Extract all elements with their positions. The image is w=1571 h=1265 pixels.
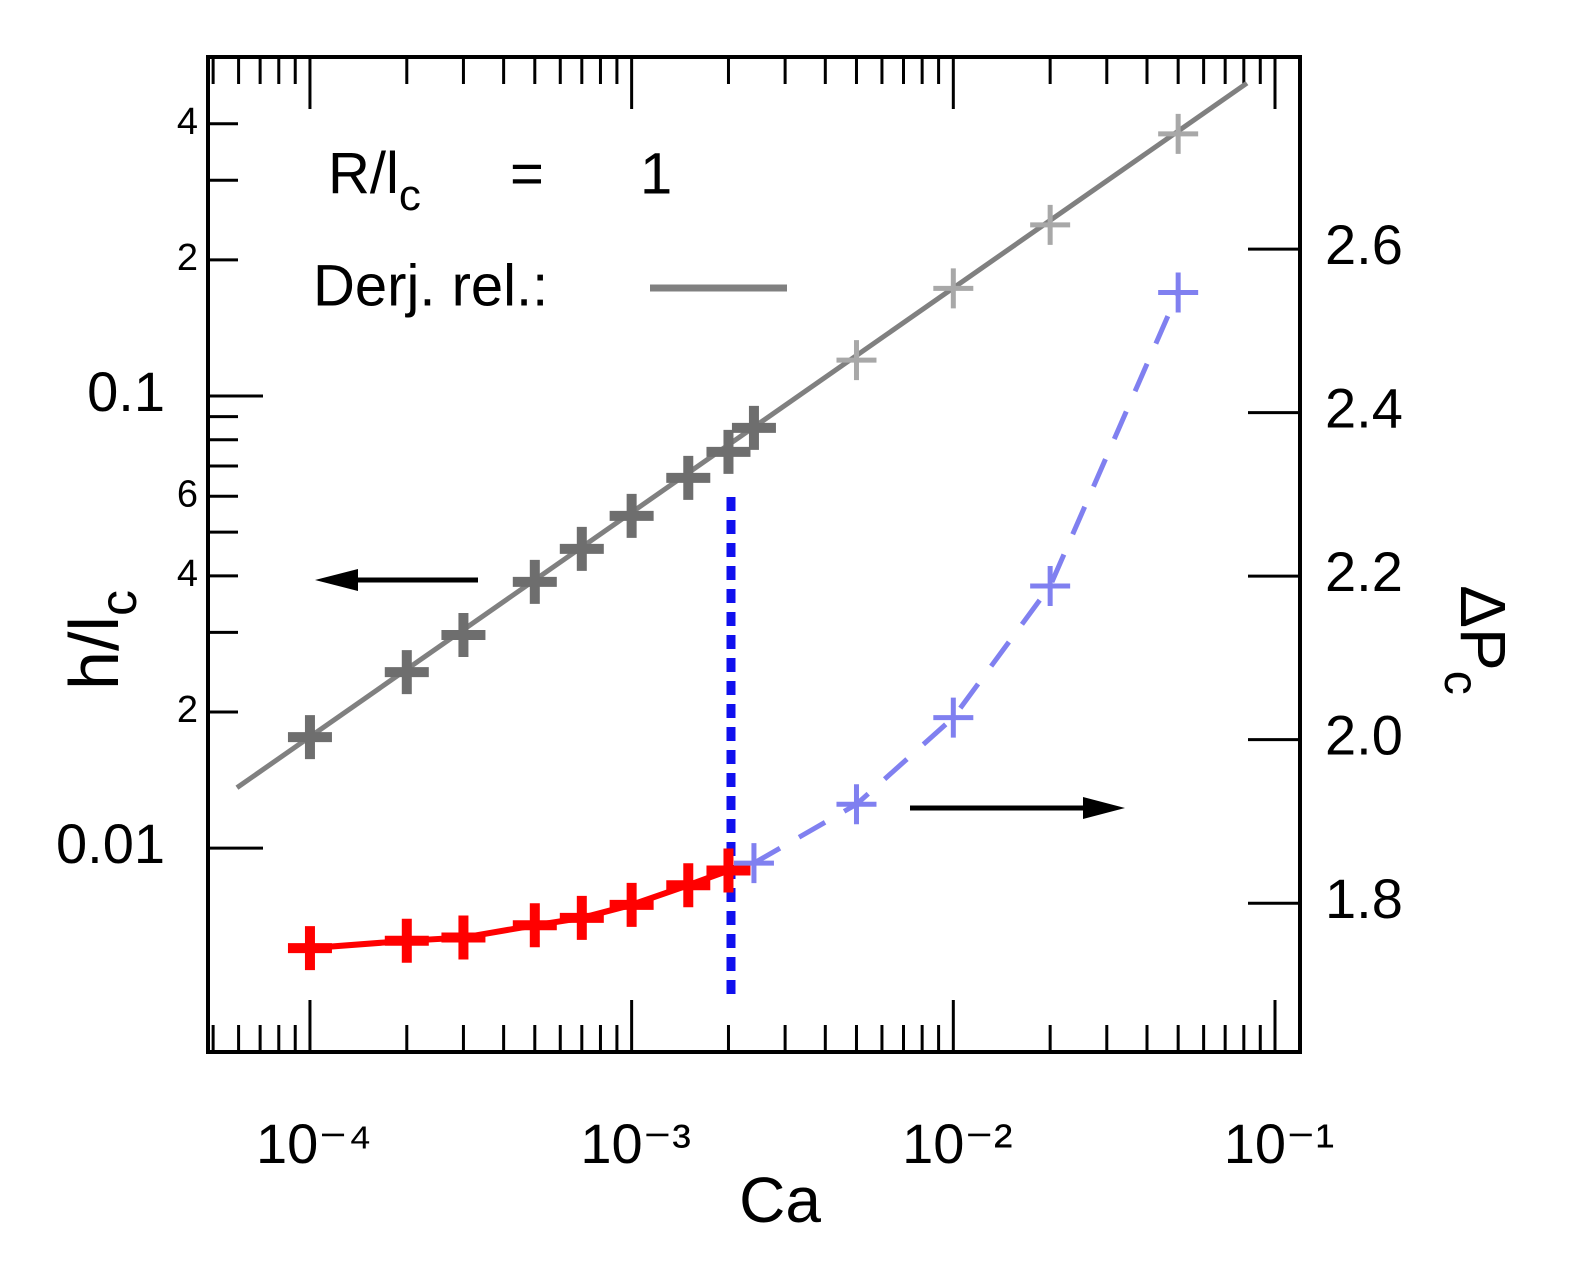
x-tick-label: 10⁻¹ — [1224, 1112, 1335, 1175]
annotation: R/lc — [328, 141, 421, 219]
y2-tick-label: 2.4 — [1325, 376, 1403, 439]
marker — [1030, 565, 1071, 606]
right-arrow-head — [1083, 797, 1125, 819]
marker — [287, 715, 332, 760]
marker — [1158, 113, 1199, 154]
y-minor-tick-label: 2 — [177, 237, 198, 279]
x-tick-label: 10⁻² — [902, 1112, 1013, 1175]
y-minor-tick-label: 2 — [177, 689, 198, 731]
y-axis-label-sub: c — [90, 590, 148, 616]
left-arrow-head — [315, 569, 358, 591]
y2-tick-label: 2.0 — [1325, 703, 1403, 766]
annotation-value: 1 — [640, 141, 672, 206]
marker — [666, 455, 711, 500]
marker — [666, 863, 711, 908]
marker — [384, 918, 429, 963]
marker — [441, 915, 486, 960]
y2-tick-label: 1.8 — [1325, 867, 1403, 930]
y-minor-tick-label: 4 — [177, 553, 198, 595]
y2-axis-label-sub: c — [1434, 671, 1487, 695]
marker — [441, 613, 486, 658]
x-axis-label: Ca — [739, 1164, 821, 1236]
series-line — [309, 867, 730, 952]
marker — [933, 268, 974, 309]
y-axis-label-main: h/l — [55, 616, 133, 690]
y2-axis-label-main: ΔP — [1447, 585, 1519, 670]
y-minor-tick-label: 6 — [177, 473, 198, 515]
marker — [836, 340, 877, 381]
marker — [733, 843, 774, 884]
plot-frame — [206, 55, 1302, 1054]
y2-tick-label: 2.2 — [1325, 540, 1403, 603]
marker — [512, 559, 557, 604]
x-tick-label: 10⁻³ — [580, 1112, 691, 1175]
marker — [836, 784, 877, 825]
marker — [559, 526, 604, 571]
y2-axis-label: ΔPc — [1434, 585, 1519, 694]
marker — [512, 903, 557, 948]
y-tick-label: 0.1 — [87, 360, 165, 423]
marker — [609, 882, 654, 927]
annotation-equals: = — [510, 141, 544, 206]
legend-label: Derj. rel.: — [313, 253, 548, 318]
marker — [1158, 272, 1199, 313]
marker — [933, 697, 974, 738]
marker — [1030, 204, 1071, 245]
y-minor-tick-label: 4 — [177, 101, 198, 143]
y-tick-label: 0.01 — [56, 812, 165, 875]
marker — [706, 429, 751, 474]
marker — [287, 926, 332, 971]
marker — [559, 895, 604, 940]
y-axis-label: h/lc — [55, 590, 147, 690]
marker — [384, 650, 429, 695]
marker — [731, 405, 776, 450]
marker — [706, 848, 751, 893]
annotation-main: R/l — [328, 141, 399, 206]
y2-tick-label: 2.6 — [1325, 213, 1403, 276]
marker — [609, 493, 654, 538]
x-tick-label: 10⁻⁴ — [256, 1112, 372, 1175]
series-line — [752, 291, 1181, 866]
annotation-sub: c — [399, 171, 421, 220]
